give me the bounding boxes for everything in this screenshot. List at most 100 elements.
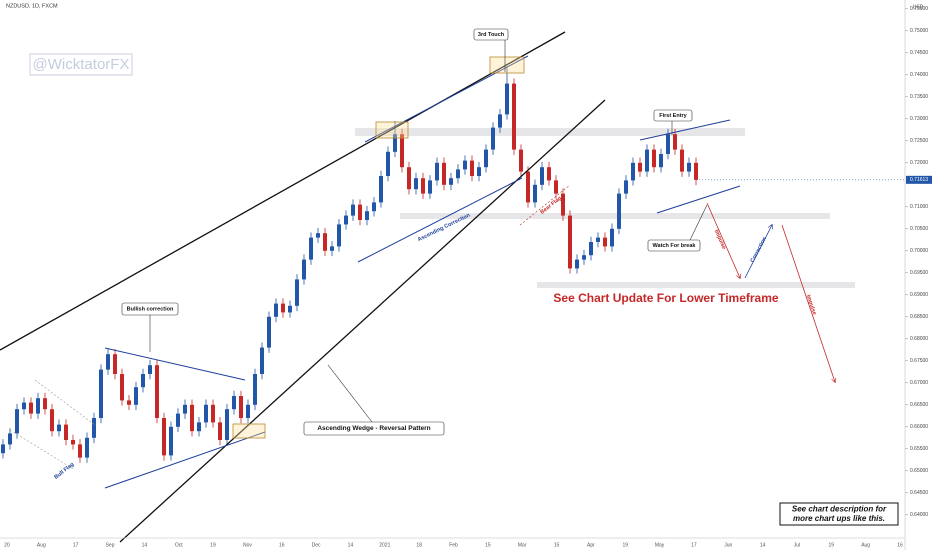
x-tick-label: 15 bbox=[554, 542, 560, 548]
candle-body bbox=[36, 398, 40, 414]
correction-arrow bbox=[744, 225, 772, 279]
support-zone bbox=[400, 213, 830, 219]
candle-body bbox=[99, 369, 103, 418]
candle-body bbox=[169, 426, 173, 456]
x-tick-label: 17 bbox=[73, 542, 79, 548]
candle-body bbox=[134, 387, 138, 405]
y-tick-label: 0.68000 bbox=[910, 336, 928, 342]
candle-body bbox=[330, 246, 334, 251]
candle-body bbox=[162, 418, 166, 456]
y-tick-label: 0.73000 bbox=[910, 116, 928, 122]
candle-body bbox=[267, 316, 271, 348]
candle-body bbox=[449, 178, 453, 185]
x-tick-label: 16 bbox=[897, 542, 903, 548]
candle-body bbox=[281, 303, 285, 313]
candle-body bbox=[673, 134, 677, 150]
candle-body bbox=[687, 162, 691, 172]
y-tick-label: 0.70000 bbox=[910, 248, 928, 254]
target-zone bbox=[537, 282, 855, 288]
candle-body bbox=[197, 422, 201, 432]
y-tick-label: 0.75500 bbox=[910, 6, 928, 12]
y-tick-label: 0.69000 bbox=[910, 292, 928, 298]
candle-body bbox=[414, 178, 418, 190]
candle-body bbox=[540, 167, 544, 185]
candle-body bbox=[351, 204, 355, 216]
candle-body bbox=[106, 354, 110, 370]
candle-body bbox=[470, 160, 474, 176]
candle-body bbox=[218, 422, 222, 440]
note-line: See chart description for bbox=[792, 505, 887, 514]
touch-box bbox=[375, 121, 409, 139]
x-tick-label: Nov bbox=[243, 542, 252, 548]
x-tick-label: 2021 bbox=[379, 542, 390, 548]
candle-body bbox=[295, 279, 299, 306]
flag-line bbox=[9, 429, 76, 471]
y-tick-label: 0.72000 bbox=[910, 160, 928, 166]
candle-body bbox=[498, 114, 502, 128]
candle-body bbox=[603, 237, 607, 247]
last-price-label: 0.71613 bbox=[910, 177, 928, 183]
x-tick-label: 18 bbox=[416, 542, 422, 548]
callout-text: First Entry bbox=[659, 113, 687, 119]
candle-body bbox=[638, 162, 642, 172]
candle-body bbox=[127, 400, 131, 405]
candle-body bbox=[92, 418, 96, 438]
candle-body bbox=[624, 180, 628, 194]
candle-body bbox=[596, 237, 600, 242]
x-tick-label: Dec bbox=[312, 542, 321, 548]
candle-body bbox=[148, 365, 152, 374]
candle-body bbox=[666, 134, 670, 154]
x-tick-label: Oct bbox=[175, 542, 183, 548]
candle-body bbox=[260, 347, 264, 374]
candle-body bbox=[512, 83, 516, 150]
candle-body bbox=[547, 167, 551, 181]
x-tick-label: Aug bbox=[861, 542, 870, 548]
candle-body bbox=[631, 162, 635, 181]
candles bbox=[1, 66, 698, 463]
candle-body bbox=[519, 149, 523, 172]
candle-body bbox=[183, 404, 187, 414]
callout-box bbox=[121, 302, 179, 316]
candle-body bbox=[288, 305, 292, 313]
y-tick-label: 0.67500 bbox=[910, 358, 928, 364]
candle-body bbox=[610, 228, 614, 247]
candle-body bbox=[568, 215, 572, 269]
y-tick-label: 0.74000 bbox=[910, 72, 928, 78]
x-tick-label: 14 bbox=[760, 542, 766, 548]
candle-body bbox=[337, 224, 341, 247]
candle-body bbox=[120, 374, 124, 401]
x-tick-label: 14 bbox=[142, 542, 148, 548]
callout-box bbox=[653, 109, 693, 122]
candle-body bbox=[421, 178, 425, 194]
x-tick-label: 20 bbox=[4, 542, 10, 548]
callout-box bbox=[303, 421, 445, 436]
candle-body bbox=[29, 402, 33, 414]
callout-box bbox=[473, 28, 509, 41]
note-line: more chart ups like this. bbox=[793, 514, 885, 523]
x-tick-label: Feb bbox=[449, 542, 458, 548]
y-tick-label: 0.66500 bbox=[910, 402, 928, 408]
callout-text: 3rd Touch bbox=[478, 32, 505, 38]
candle-body bbox=[155, 365, 159, 418]
x-tick-label: 16 bbox=[279, 542, 285, 548]
x-tick-label: Jun bbox=[724, 542, 732, 548]
candle-body bbox=[379, 176, 383, 203]
candle-body bbox=[435, 162, 439, 181]
candle-body bbox=[680, 149, 684, 172]
x-tick-label: May bbox=[655, 542, 665, 548]
candle-body bbox=[484, 149, 488, 168]
candle-body bbox=[246, 404, 250, 418]
candle-body bbox=[491, 127, 495, 150]
candle-body bbox=[393, 134, 397, 152]
y-tick-label: 0.75000 bbox=[910, 28, 928, 34]
candle-body bbox=[526, 171, 530, 203]
candle-body bbox=[253, 374, 257, 405]
candle-body bbox=[694, 162, 698, 180]
callout-text: Bullish correction bbox=[127, 306, 174, 312]
candle-body bbox=[344, 215, 348, 225]
x-tick-label: Aug bbox=[37, 542, 46, 548]
candle-body bbox=[22, 402, 26, 410]
candle-body bbox=[645, 149, 649, 172]
